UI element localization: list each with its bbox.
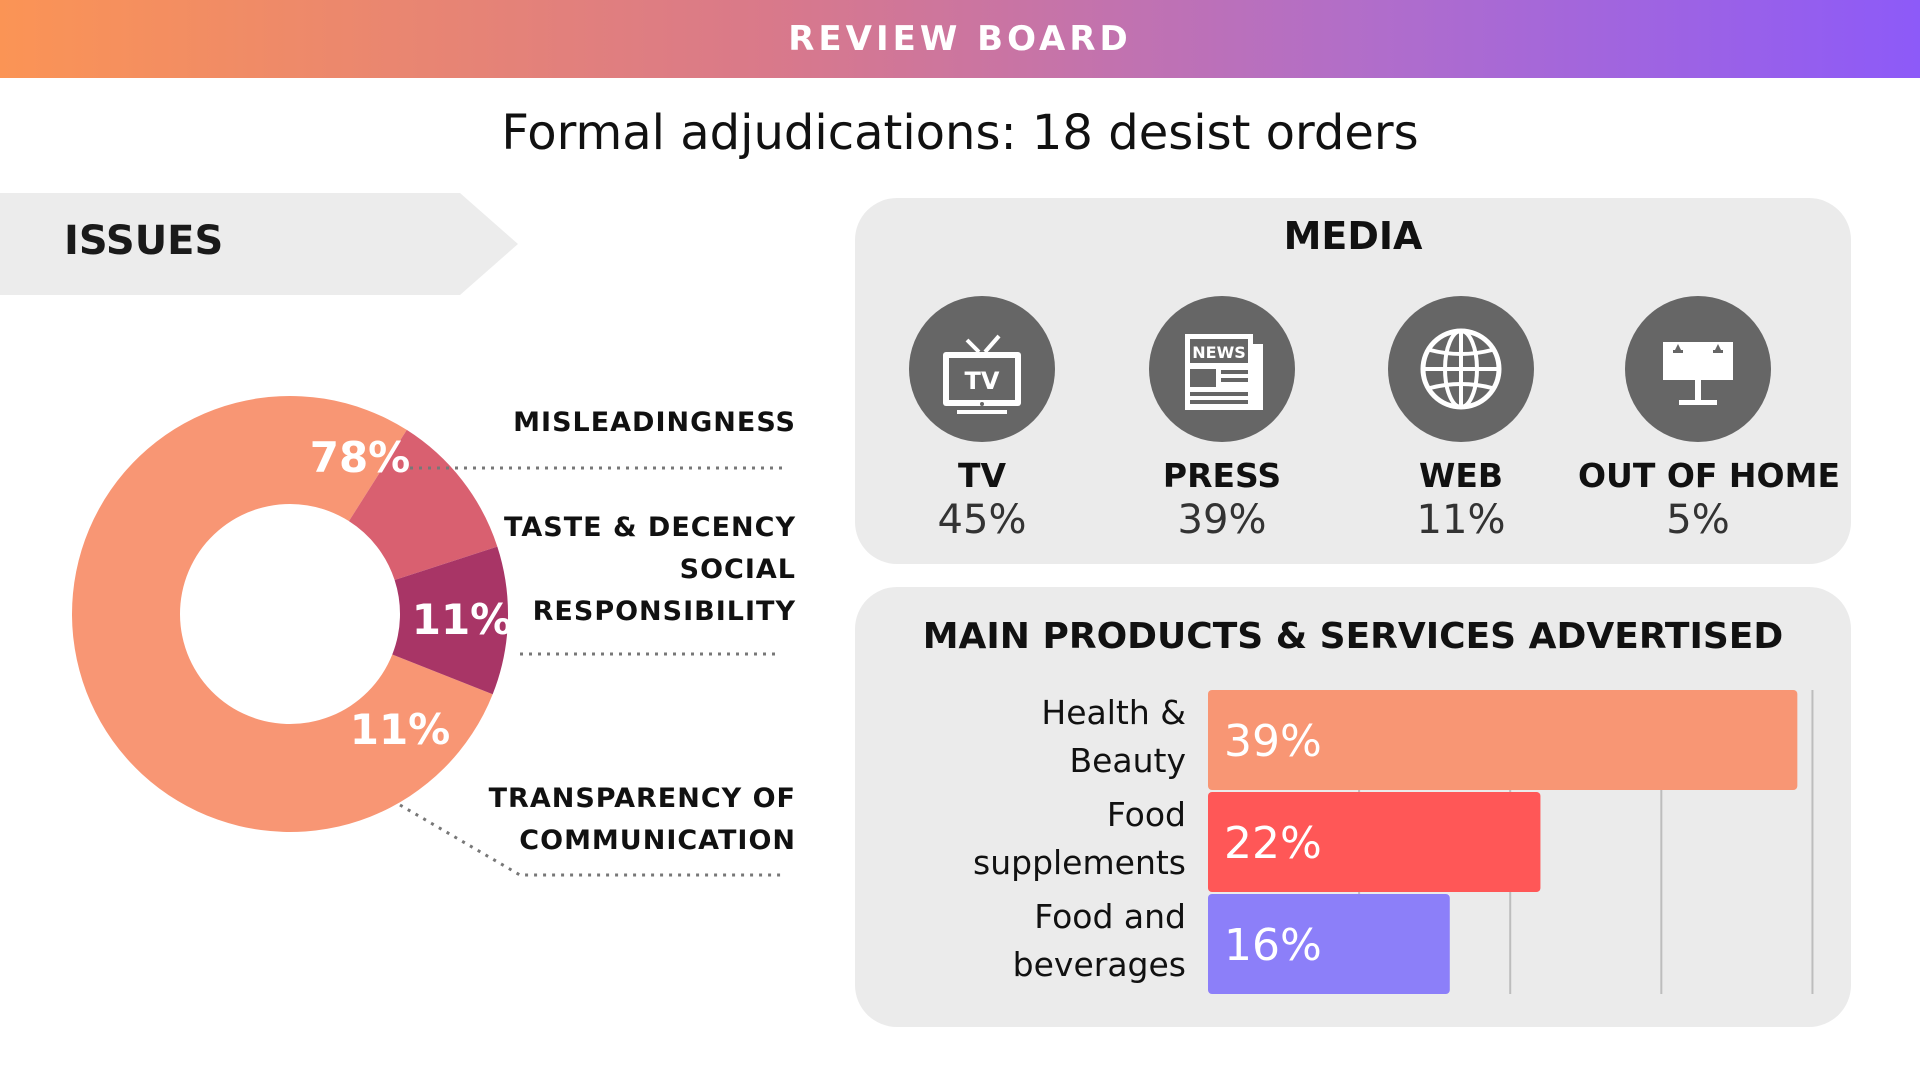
donut-value-label: 78% bbox=[310, 433, 411, 482]
tv-icon: TV bbox=[909, 296, 1055, 442]
issue-label-misleadingness: MISLEADINGNESS bbox=[480, 402, 796, 444]
issues-tab-shape bbox=[0, 193, 518, 295]
issue-label-transparency: TRANSPARENCY OF COMMUNICATION bbox=[480, 778, 796, 862]
bar-category-label: beverages bbox=[1013, 945, 1186, 984]
media-item-out-of-home: OUT OF HOME 5% bbox=[1578, 296, 1840, 543]
media-item-web: WEB 11% bbox=[1341, 296, 1581, 543]
bar-value-label: 16% bbox=[1224, 920, 1322, 971]
billboard-icon bbox=[1625, 296, 1771, 442]
media-value-tv: 45% bbox=[937, 497, 1027, 543]
donut-value-label: 11% bbox=[350, 705, 451, 754]
bar-2 bbox=[1208, 894, 1450, 994]
media-item-tv: TV TV 45% bbox=[862, 296, 1102, 543]
bar-value-label: 39% bbox=[1224, 716, 1322, 767]
bar-1 bbox=[1208, 792, 1541, 892]
page-title: Formal adjudications: 18 desist orders bbox=[501, 105, 1419, 161]
media-value-press: 39% bbox=[1177, 497, 1267, 543]
globe-icon bbox=[1388, 296, 1534, 442]
issues-heading: ISSUES bbox=[64, 218, 224, 264]
issue-label-line: TRANSPARENCY OF bbox=[488, 783, 796, 814]
bar-category-label: Health & bbox=[1041, 693, 1186, 732]
issue-label-line: RESPONSIBILITY bbox=[532, 596, 796, 627]
bar-category-label: Food and bbox=[1034, 897, 1186, 936]
issue-label-line: TASTE & DECENCY bbox=[504, 512, 796, 543]
issues-donut-chart: 78% 11% 11% bbox=[72, 396, 785, 877]
media-name-tv: TV bbox=[957, 456, 1007, 495]
issue-label-taste-decency: TASTE & DECENCY SOCIAL RESPONSIBILITY bbox=[480, 507, 796, 633]
media-name-out-of-home: OUT OF HOME bbox=[1578, 456, 1840, 495]
donut-slice-taste-decency bbox=[348, 429, 498, 581]
bar-category-label: Beauty bbox=[1069, 741, 1186, 780]
header-bar: REVIEW BOARD bbox=[0, 0, 1920, 78]
issue-label-line: COMMUNICATION bbox=[519, 825, 796, 856]
svg-text:NEWS: NEWS bbox=[1192, 343, 1246, 362]
bar-0 bbox=[1208, 690, 1798, 790]
media-value-web: 11% bbox=[1416, 497, 1506, 543]
issue-label-line: SOCIAL bbox=[679, 554, 796, 585]
media-value-out-of-home: 5% bbox=[1666, 497, 1730, 543]
products-heading: MAIN PRODUCTS & SERVICES ADVERTISED bbox=[922, 616, 1784, 657]
donut-slice-transparency bbox=[392, 546, 508, 695]
bar-category-label: Food bbox=[1107, 795, 1186, 834]
svg-text:TV: TV bbox=[965, 367, 1000, 395]
donut-value-label: 11% bbox=[412, 595, 513, 644]
leader-line bbox=[399, 803, 785, 877]
products-bar-chart: 39% Health & Beauty 22% Food supplements 16% Fo… bbox=[973, 690, 1814, 994]
media-name-web: WEB bbox=[1418, 456, 1504, 495]
bar-value-label: 22% bbox=[1224, 818, 1322, 869]
media-item-press: NEWS PRESS 39% bbox=[1102, 296, 1342, 543]
media-name-press: PRESS bbox=[1162, 456, 1282, 495]
donut-slice-misleadingness bbox=[72, 396, 493, 832]
media-heading: MEDIA bbox=[1283, 214, 1423, 258]
bar-category-label: supplements bbox=[973, 843, 1186, 882]
header-label: REVIEW BOARD bbox=[788, 19, 1132, 59]
newspaper-icon: NEWS bbox=[1149, 296, 1295, 442]
issue-label-line: MISLEADINGNESS bbox=[513, 407, 796, 438]
